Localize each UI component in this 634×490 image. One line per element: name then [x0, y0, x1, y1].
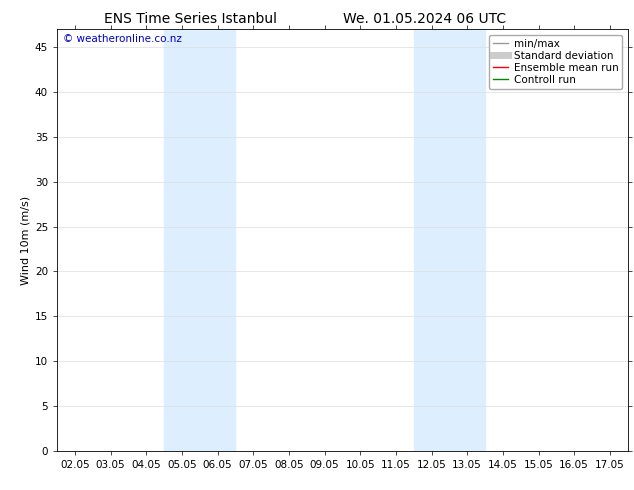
Text: We. 01.05.2024 06 UTC: We. 01.05.2024 06 UTC — [343, 12, 507, 26]
Bar — [413, 29, 485, 451]
Legend: min/max, Standard deviation, Ensemble mean run, Controll run: min/max, Standard deviation, Ensemble me… — [489, 35, 623, 89]
Bar — [164, 29, 235, 451]
Text: ENS Time Series Istanbul: ENS Time Series Istanbul — [104, 12, 276, 26]
Text: © weatheronline.co.nz: © weatheronline.co.nz — [63, 34, 181, 44]
Y-axis label: Wind 10m (m/s): Wind 10m (m/s) — [21, 196, 30, 285]
